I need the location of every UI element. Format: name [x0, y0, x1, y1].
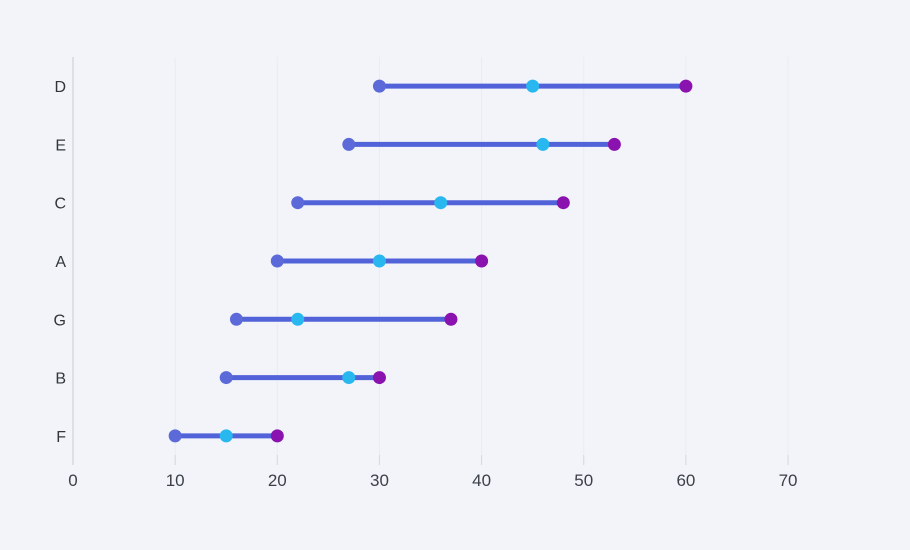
x-tick-label-50: 50	[574, 471, 593, 490]
end-dot-A[interactable]	[475, 254, 489, 268]
start-dot-D[interactable]	[372, 79, 386, 93]
start-dot-E[interactable]	[342, 137, 356, 151]
x-tick-label-60: 60	[676, 471, 695, 490]
mid-dot-B[interactable]	[342, 371, 356, 385]
y-category-label-G: G	[54, 312, 66, 329]
x-tick-label-20: 20	[268, 471, 287, 490]
y-category-label-E: E	[55, 137, 66, 154]
x-tick-label-10: 10	[166, 471, 185, 490]
x-tick-label-40: 40	[472, 471, 491, 490]
y-category-label-A: A	[55, 254, 66, 271]
mid-dot-C[interactable]	[434, 196, 448, 210]
end-dot-B[interactable]	[372, 371, 386, 385]
y-category-label-B: B	[55, 371, 66, 388]
x-tick-label-30: 30	[370, 471, 389, 490]
y-category-label-F: F	[56, 429, 66, 446]
end-dot-G[interactable]	[444, 312, 458, 326]
start-dot-F[interactable]	[168, 429, 182, 443]
x-tick-label-70: 70	[779, 471, 798, 490]
mid-dot-A[interactable]	[372, 254, 386, 268]
mid-dot-G[interactable]	[291, 312, 305, 326]
mid-dot-D[interactable]	[526, 79, 540, 93]
y-category-label-C: C	[54, 196, 66, 213]
end-dot-F[interactable]	[270, 429, 284, 443]
start-dot-A[interactable]	[270, 254, 284, 268]
start-dot-G[interactable]	[229, 312, 243, 326]
mid-dot-F[interactable]	[219, 429, 233, 443]
end-dot-C[interactable]	[556, 196, 570, 210]
end-dot-D[interactable]	[679, 79, 693, 93]
start-dot-B[interactable]	[219, 371, 233, 385]
x-tick-label-0: 0	[68, 471, 77, 490]
start-dot-C[interactable]	[291, 196, 305, 210]
y-category-label-D: D	[54, 79, 66, 96]
end-dot-E[interactable]	[607, 137, 621, 151]
mid-dot-E[interactable]	[536, 137, 550, 151]
